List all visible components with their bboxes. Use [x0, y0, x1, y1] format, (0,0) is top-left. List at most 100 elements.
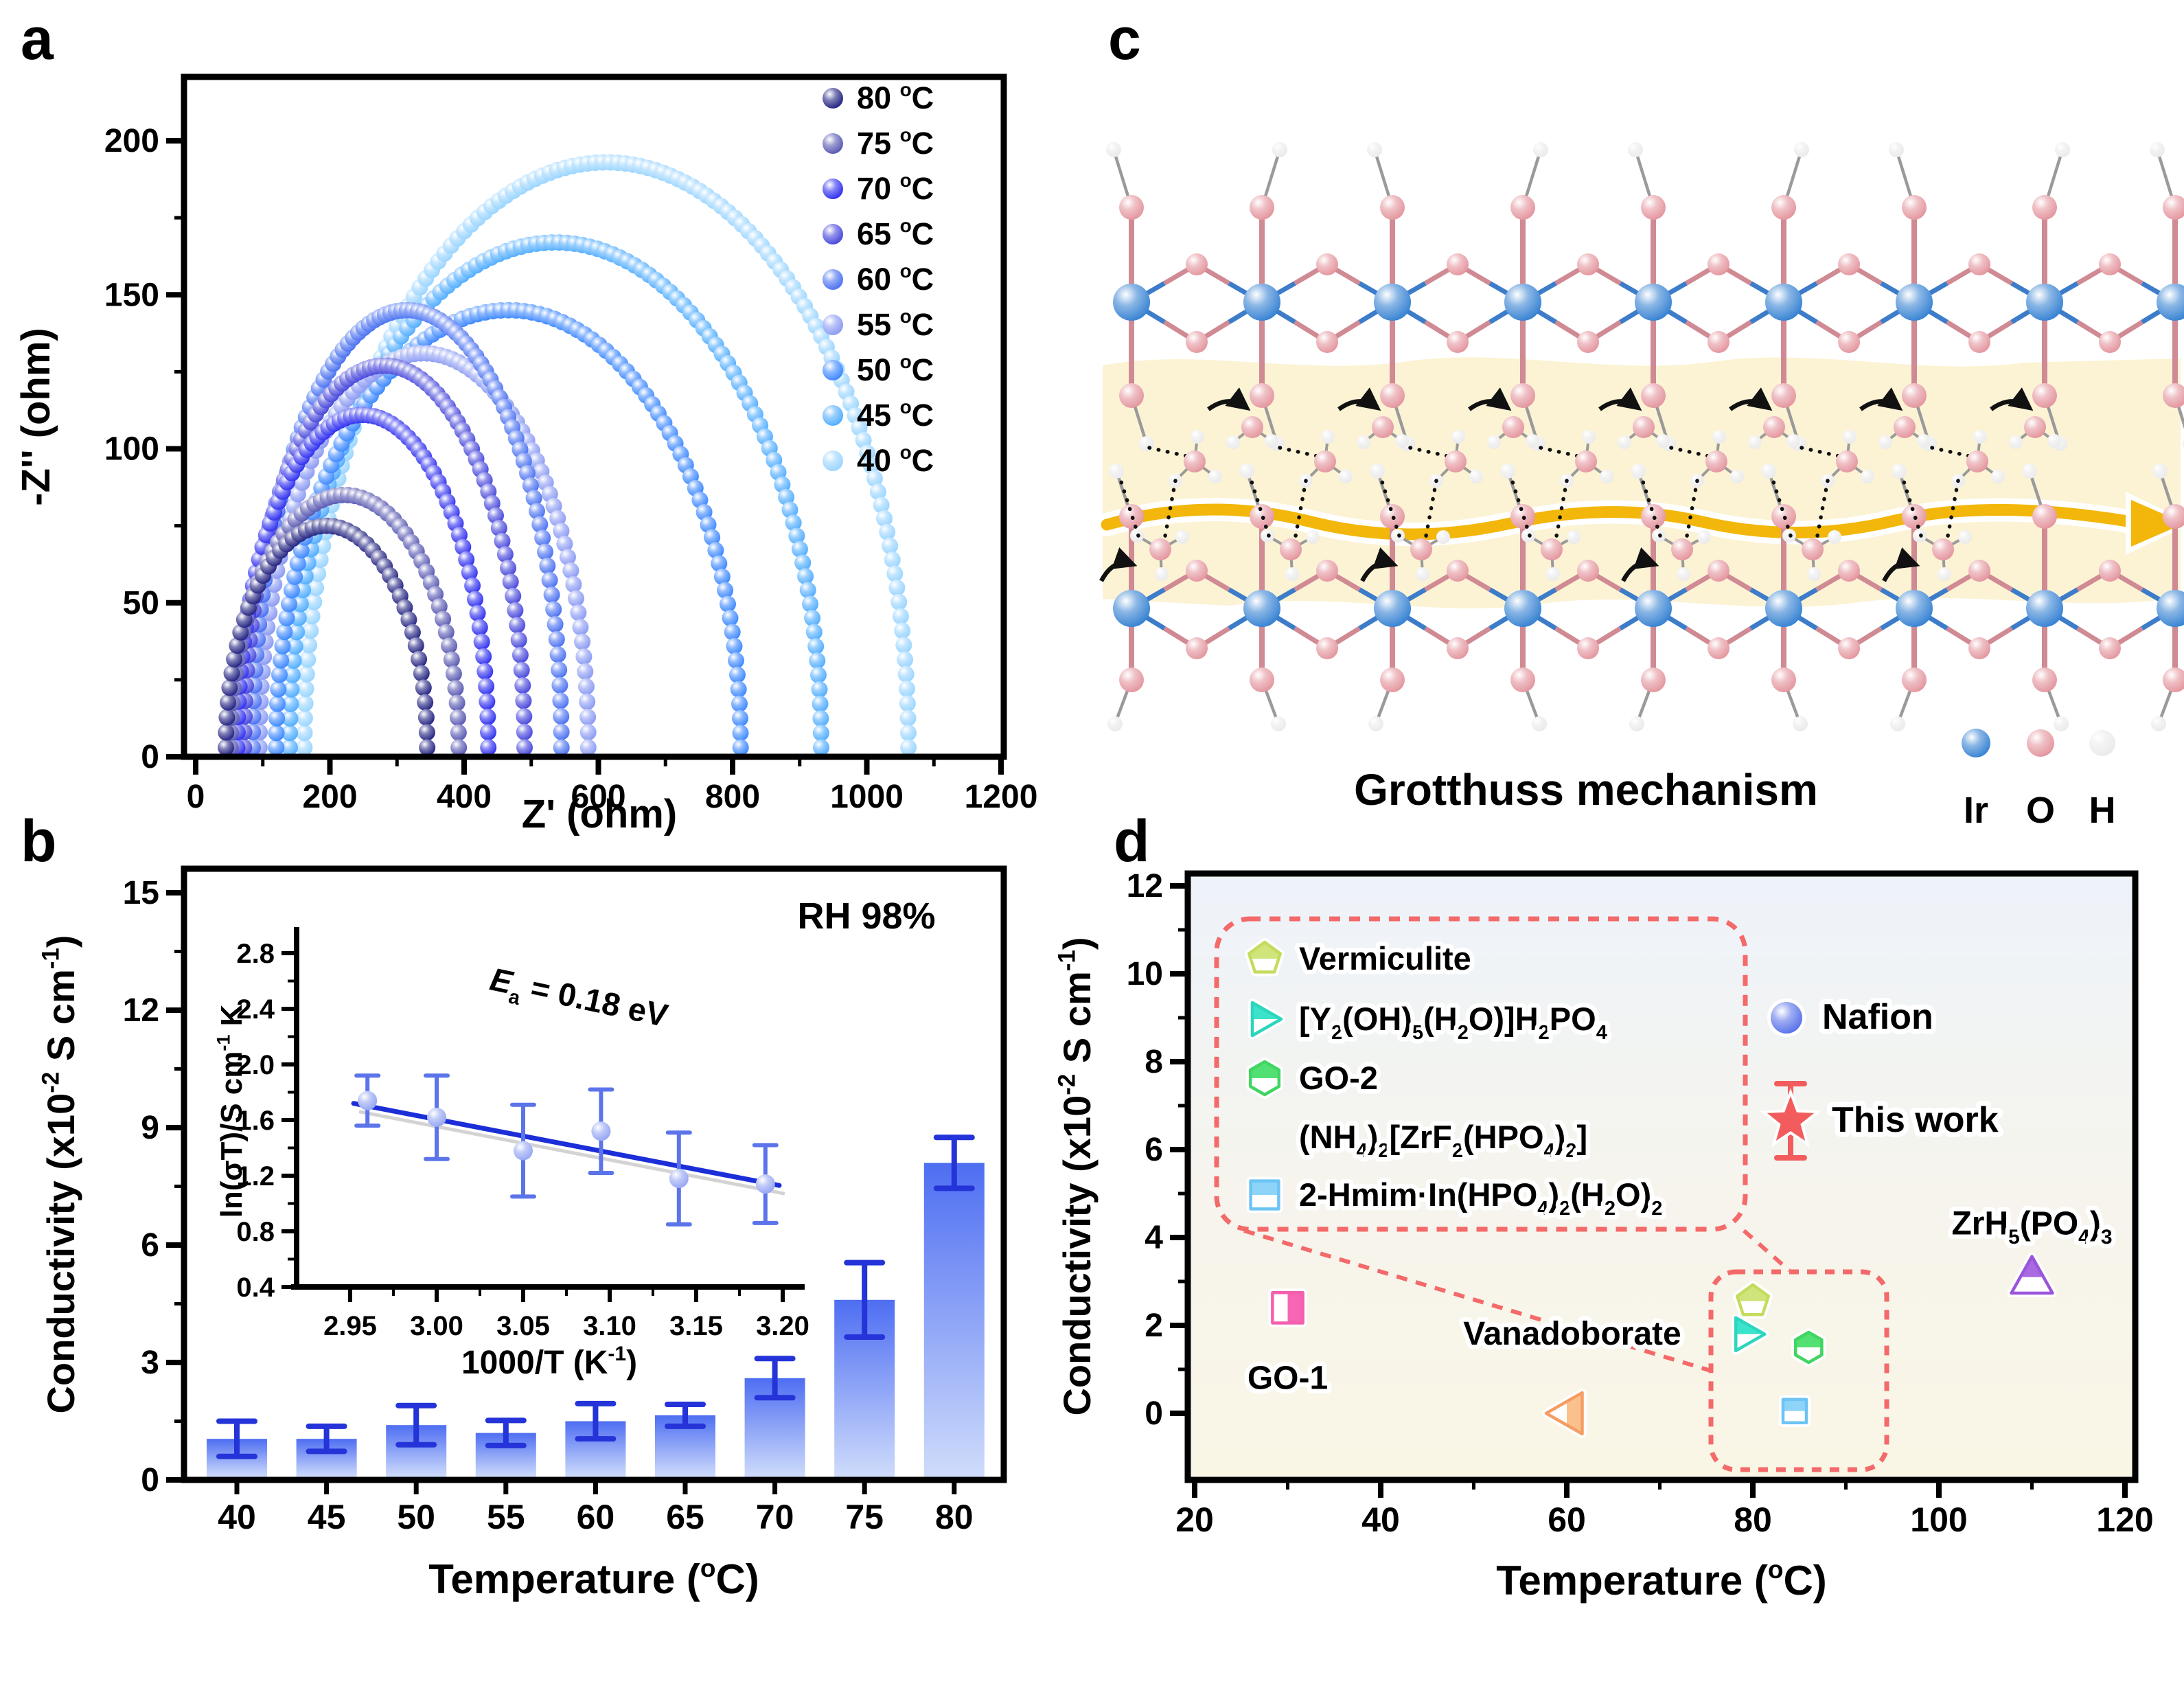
hydroxyl-oxygen: [2032, 195, 2057, 220]
text-run: 200: [302, 779, 357, 815]
text-run: (PO: [2020, 1206, 2078, 1242]
circle-shape: [802, 595, 819, 613]
text-run: 55: [857, 307, 900, 342]
circle-shape: [529, 503, 545, 520]
text-run: Vermiculite: [1299, 940, 1471, 977]
water-hydrogen: [1656, 434, 1670, 448]
water-hydrogen: [1191, 430, 1204, 444]
hydroxyl-oxygen: [1380, 195, 1405, 220]
inset-y-axis-title: ln(σT)/S cm-1 K: [213, 1004, 249, 1218]
hydrogen-bond: [1423, 479, 1438, 542]
legend-marker: [823, 315, 843, 335]
text-run: 120: [2096, 1501, 2153, 1539]
x-tick-label: 120: [2096, 1501, 2153, 1539]
circle-shape: [707, 542, 724, 559]
circle-shape: [549, 646, 566, 663]
data-point-2-Hmim-In: [1779, 1395, 1811, 1427]
data-point-Vanadoborate: Vanadoborate: [1459, 1312, 1686, 1438]
line-shape: [358, 1110, 785, 1196]
star-marker: [1759, 1088, 1822, 1148]
circle-shape: [299, 651, 317, 668]
circle-shape: [859, 444, 876, 461]
text-run: ]: [1576, 1119, 1587, 1155]
circle-shape: [417, 709, 435, 726]
panel-d-letter: d: [1114, 808, 1150, 874]
proton-hop-arrow: [1990, 387, 2034, 411]
circle-shape: [232, 624, 249, 641]
circle-shape: [417, 694, 434, 711]
marker-2-Hmim-In: [1779, 1395, 1811, 1427]
text-run: ): [1555, 1119, 1566, 1155]
text-run: Conductivity (x10: [1055, 1095, 1099, 1416]
text-run: Grotthuss mechanism: [1354, 765, 1818, 814]
text-run: o: [1768, 1555, 1784, 1584]
panel-d-outside-legend: Nafion This work: [1759, 992, 2003, 1161]
water-hydrogen: [1917, 434, 1931, 448]
water-hydrogen: [1677, 567, 1690, 581]
circle-shape: [578, 678, 595, 695]
circle-shape: [218, 739, 234, 756]
bridge-oxygen: [1186, 253, 1208, 275]
water-oxygen: [1149, 538, 1171, 560]
circle-shape: [884, 551, 901, 569]
text-run: 2: [1651, 1198, 1662, 1220]
hydroxyl-hydrogen: [1106, 142, 1121, 157]
hydrogen-bond: [1293, 479, 1308, 542]
iridium-atom: [1635, 284, 1672, 321]
bridge-oxygen: [1577, 253, 1599, 275]
circle-shape: [882, 537, 899, 554]
text-run: 40: [857, 443, 900, 478]
channel-hydrogen: [1892, 464, 1907, 479]
bridge-oxygen: [1316, 560, 1338, 582]
text-run: 0: [141, 1462, 159, 1498]
water-hydrogen: [1469, 470, 1483, 483]
hydrogen-bond: [1669, 446, 1710, 458]
circle-shape: [281, 725, 298, 742]
water-molecule: [1782, 529, 1841, 581]
proton-hop-arrow: [1360, 547, 1399, 582]
bridge-oxygen: [1708, 331, 1729, 353]
data-point-GO-1: GO-1: [1243, 1288, 1333, 1401]
circle-shape: [794, 554, 812, 571]
circle-shape: [447, 680, 464, 697]
hydrogen-bond: [1554, 479, 1569, 542]
circle-shape: [285, 652, 302, 669]
marker-Vanadoborate: [1542, 1389, 1587, 1438]
text-run: GO-2: [1299, 1060, 1378, 1096]
text-run: 8: [1145, 1044, 1163, 1080]
text-run: 2: [1145, 1308, 1163, 1344]
legend-label: 2-Hmim·In(HPO4)2(H2O)2: [1299, 1176, 1662, 1220]
panel-b-letter: b: [21, 808, 57, 874]
legend-item-5: 2-Hmim·In(HPO4)2(H2O)2: [1246, 1172, 1667, 1224]
circle-shape: [411, 650, 428, 668]
text-run: 45: [308, 1498, 346, 1536]
y-tick-label: 12: [1127, 868, 1163, 904]
legend-marker: [823, 133, 843, 154]
circle-shape: [579, 739, 597, 756]
iridium-atom: [1374, 284, 1411, 321]
bar-50C: [386, 1402, 447, 1477]
channel-hydrogen: [2152, 464, 2168, 479]
circle-shape: [560, 549, 576, 566]
path-shape: [1250, 1181, 1279, 1195]
water-hydrogen: [1226, 435, 1240, 449]
circle-shape: [229, 637, 246, 654]
hydrogen-bond: [1539, 446, 1580, 458]
circle-shape: [577, 663, 594, 680]
text-run: 40: [218, 1498, 256, 1536]
bridge-oxygen: [2099, 560, 2121, 582]
data-point-GO-2: [1791, 1328, 1826, 1367]
text-run: 3.15: [669, 1311, 723, 1341]
x-tick-label: 55: [487, 1498, 525, 1536]
water-oxygen: [1763, 416, 1785, 438]
text-run: 4: [1357, 1140, 1368, 1162]
legend-item-80C: 80 oC: [823, 79, 934, 115]
circle-shape: [717, 582, 734, 599]
x-tick-label: 1200: [965, 779, 1038, 815]
this-work-label: This work: [1832, 1100, 1999, 1140]
water-molecules: [1099, 387, 2061, 582]
circle-shape: [515, 692, 532, 709]
path-shape: [1544, 1391, 1584, 1436]
channel-oxygen: [2032, 504, 2057, 529]
